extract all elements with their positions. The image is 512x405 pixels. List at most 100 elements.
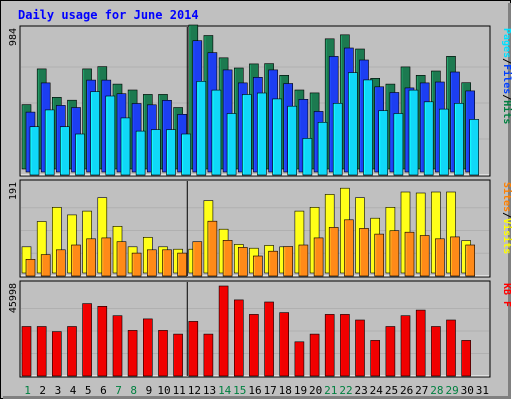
bar-sites-day-14 [222,240,233,277]
bar-pages-day-25 [393,113,404,176]
legend-entry: / [501,94,512,100]
frame-shadow-right [508,3,511,399]
legend-entry: Visits [501,218,512,254]
x-tick-label-day-18: 18 [279,384,292,397]
legend-entry: Hits [501,100,512,124]
bar-sites-day-26 [404,231,415,277]
x-tick-label-day-13: 13 [203,384,216,397]
bar-kb-f-day-23 [355,319,365,377]
bar-sites-day-29 [450,236,460,277]
series-sites [25,219,476,277]
bar-pages-day-15 [242,94,252,176]
bar-pages-day-26 [408,89,419,176]
series-kb-f [21,285,472,377]
bar-kb-f-day-8 [127,330,138,377]
bar-sites-day-23 [359,228,369,277]
y-axis-max-label: 191 [8,182,19,200]
x-tick-label-day-20: 20 [309,384,322,397]
bar-sites-day-17 [268,250,278,277]
bar-pages-day-18 [287,105,298,176]
kbytes-panel: 45998 KB F [8,280,512,378]
x-tick-label-day-26: 26 [400,384,413,397]
bar-pages-day-2 [44,109,55,176]
x-tick-label-day-4: 4 [70,384,77,397]
bar-sites-day-2 [40,254,51,277]
bar-kb-f-day-28 [431,326,441,377]
x-tick-label-day-3: 3 [55,384,62,397]
bar-kb-f-day-17 [264,301,274,377]
bar-kb-f-day-15 [234,299,244,377]
bar-kb-f-day-12 [188,321,199,377]
bar-pages-day-28 [439,108,449,176]
legend: KB F [501,283,512,307]
bar-pages-day-22 [348,72,358,176]
bar-pages-day-1 [29,126,40,176]
bar-pages-day-27 [423,101,434,176]
legend-entry: KB F [501,283,512,307]
bar-kb-f-day-22 [340,314,350,377]
bar-kb-f-day-27 [415,309,426,377]
bar-pages-day-7 [120,117,131,176]
x-tick-label-day-21: 21 [324,384,337,397]
legend-entry: / [501,212,512,218]
frame-shadow-bottom [3,396,511,399]
x-tick-label-day-23: 23 [354,384,367,397]
visits-panel: 191 Sites/Visits [8,179,512,278]
bar-sites-day-6 [101,237,112,277]
x-tick-label-day-25: 25 [385,384,398,397]
bar-pages-day-6 [105,95,116,176]
bar-sites-day-3 [55,249,66,277]
series-pages [29,72,480,176]
bar-pages-day-4 [75,133,85,176]
bar-pages-day-11 [181,133,191,176]
bar-kb-f-day-16 [249,314,259,377]
x-tick-label-day-22: 22 [339,384,352,397]
bar-kb-f-day-4 [67,326,77,377]
bar-sites-day-11 [177,252,187,277]
bar-sites-day-12 [192,241,203,277]
bar-sites-day-4 [71,244,81,277]
bar-kb-f-day-26 [400,315,411,377]
x-tick-label-day-28: 28 [430,384,443,397]
x-tick-label-day-1: 1 [24,384,31,397]
legend: Sites/Visits [501,182,512,254]
hits-panel: 984 Pages/Files/Hits [8,24,512,177]
bar-pages-day-13 [211,89,222,176]
bar-kb-f-day-7 [112,315,123,377]
bar-sites-day-15 [238,247,248,277]
bar-pages-day-17 [272,98,282,176]
legend-entry: Sites [501,182,512,212]
bar-sites-day-25 [389,230,400,277]
bar-kb-f-day-9 [143,318,153,377]
bar-sites-day-28 [435,238,445,277]
x-tick-label-day-14: 14 [218,384,232,397]
bar-kb-f-day-24 [370,340,381,377]
bar-pages-day-19 [302,138,313,176]
bar-pages-day-20 [317,122,328,176]
y-axis-max-label: 984 [8,28,19,46]
x-tick-label-day-11: 11 [173,384,186,397]
bar-sites-day-9 [147,249,157,277]
x-tick-label-day-8: 8 [130,384,137,397]
bar-kb-f-day-14 [218,285,229,377]
bar-pages-day-9 [151,129,161,176]
bar-kb-f-day-30 [461,340,472,377]
bar-sites-day-13 [207,220,218,277]
bar-sites-day-22 [344,219,354,277]
bar-pages-day-10 [166,129,176,176]
bar-pages-day-8 [135,130,146,176]
bar-sites-day-10 [162,249,172,277]
bar-kb-f-day-10 [158,330,168,377]
x-tick-label-day-9: 9 [146,384,153,397]
legend-entry: / [501,58,512,64]
bar-sites-day-5 [86,238,96,277]
x-tick-label-day-15: 15 [233,384,246,397]
bar-pages-day-16 [257,92,267,176]
bar-sites-day-19 [298,244,309,277]
x-tick-label-day-19: 19 [294,384,307,397]
bar-sites-day-24 [374,233,385,277]
x-tick-label-day-10: 10 [157,384,170,397]
